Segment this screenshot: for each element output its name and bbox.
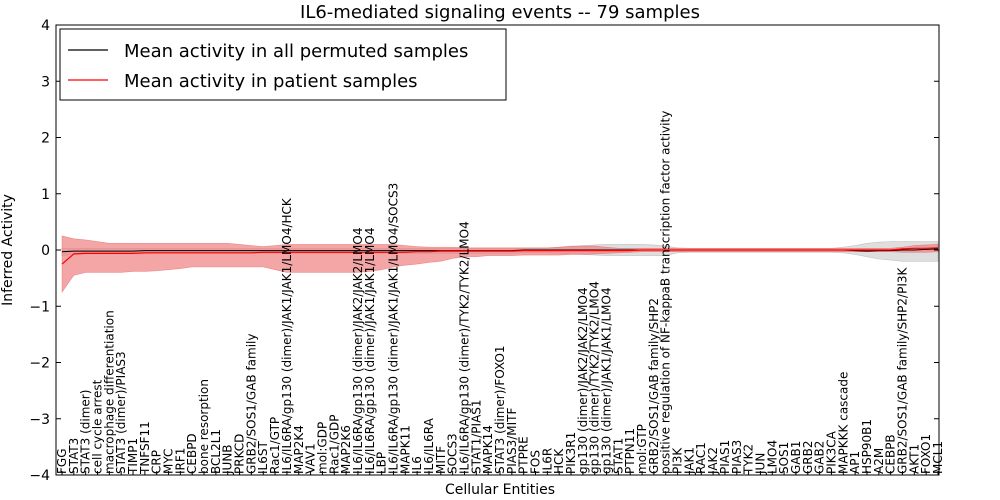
x-tick-label: gp130 (dimer)/JAK1/JAK1/LMO4 — [600, 287, 614, 474]
x-tick-label: TYK2 — [742, 444, 756, 475]
x-tick-label: HSP90B1 — [860, 419, 874, 474]
x-tick-label: GRB2 — [801, 440, 815, 474]
y-tick-label: 3 — [41, 74, 50, 90]
x-tick-label: MAP2K4 — [292, 425, 306, 474]
x-tick-label: FOXO1 — [919, 434, 933, 474]
x-tick-label: STAT3 (dimer)/FOXO1 — [493, 345, 507, 474]
x-tick-label: PIAS3 — [730, 440, 744, 474]
x-tick-label: GAB2 — [813, 441, 827, 474]
x-tick-label: JUNB — [221, 444, 235, 475]
x-tick-label: PTPRE — [517, 436, 531, 474]
x-tick-label: PTPN11 — [623, 428, 637, 474]
x-tick-label: JAK2 — [706, 447, 720, 475]
y-tick-label: −2 — [29, 356, 50, 372]
y-axis: −4 −3 −2 −1 0 1 2 3 4 — [29, 18, 939, 484]
x-tick-label: PIK3R1 — [564, 432, 578, 474]
x-tick-label: CEBPD — [185, 433, 199, 474]
x-tick-label: gp130 (dimer)/JAK2/JAK2/LMO4 — [576, 287, 590, 474]
x-tick-label: AKT1 — [907, 444, 921, 474]
x-tick-label: CEBPB — [884, 434, 898, 474]
x-tick-label: IL6 — [410, 456, 424, 474]
x-tick-label: GRB2/SOS1/GAB family/SHP2/PI3K — [896, 266, 910, 474]
x-tick-label: IL6/IL6RA/gp130 (dimer)/TYK2/TYK2/LMO4 — [458, 221, 472, 474]
x-tick-label: JUN — [753, 453, 767, 475]
y-tick-label: −1 — [29, 299, 50, 315]
series-lines — [61, 247, 939, 265]
x-tick-label: Rac1/GTP — [268, 417, 282, 474]
legend-label-permuted: Mean activity in all permuted samples — [124, 41, 468, 62]
y-tick-label: 2 — [41, 131, 50, 147]
x-tick-label: macrophage differentiation — [102, 310, 116, 474]
x-tick-label: PIAS1 — [718, 440, 732, 474]
x-tick-label: RAC1 — [694, 442, 708, 474]
legend: Mean activity in all permuted samples Me… — [59, 28, 507, 101]
x-tick-label: LMO4 — [765, 440, 779, 474]
x-tick-label: MAPK14 — [481, 425, 495, 474]
x-tick-label: BCL2L1 — [209, 429, 223, 474]
x-tick-label: PI3K — [671, 447, 685, 474]
x-tick-label: CRP — [150, 450, 164, 474]
x-tick-label: PRKCD — [233, 434, 247, 474]
x-tick-label: gp130 (dimer)/TYK2/TYK2/LMO4 — [588, 281, 602, 474]
y-tick-label: −4 — [29, 468, 50, 484]
x-tick-label: GRB2/SOS1/GAB family/SHP2 — [647, 298, 661, 474]
x-tick-label: STAT1/PIAS1 — [469, 399, 483, 474]
x-tick-label: IL6/IL6RA/gp130 (dimer)/JAK1/JAK1/LMO4/H… — [280, 197, 294, 474]
x-tick-label: AP1 — [848, 451, 862, 474]
x-tick-label: SOS1 — [777, 442, 791, 474]
x-tick-label: TIMP1 — [126, 438, 140, 475]
chart-title: IL6-mediated signaling events -- 79 samp… — [300, 2, 700, 23]
y-tick-label: −3 — [29, 412, 50, 428]
y-axis-label: Inferred Activity — [0, 194, 16, 306]
y-tick-label: 4 — [41, 18, 50, 34]
x-tick-label: LBP — [375, 452, 389, 474]
x-tick-label: FOS — [529, 450, 543, 474]
x-tick-label: STAT3 (dimer) — [79, 390, 93, 474]
x-tick-label: MAPK11 — [398, 425, 412, 474]
x-tick-label: IL6/IL6RA — [422, 417, 436, 474]
x-tick-label: IL6/IL6RA/gp130 (dimer)/JAK1/JAK1/LMO4 — [363, 228, 377, 474]
x-axis-label: Cellular Entities — [445, 482, 555, 498]
x-tick-label: TNFSF11 — [138, 421, 152, 475]
x-tick-label: FGG — [55, 449, 69, 475]
x-tick-label: positive regulation of NF-kappaB transcr… — [659, 111, 673, 474]
x-tick-label: mol:GTP — [635, 424, 649, 474]
x-tick-label: PIK3CA — [825, 430, 839, 474]
x-tick-label: MYC — [162, 449, 176, 474]
y-tick-label: 1 — [41, 187, 50, 203]
x-tick-label: GAB1 — [789, 441, 803, 474]
x-tick-label: STAT3 (dimer)/PIAS3 — [114, 351, 128, 474]
x-tick-label: IL6/IL6RA/gp130 (dimer)/JAK1/JAK1/LMO4/S… — [387, 183, 401, 474]
x-tick-label: IL6/IL6RA/gp130 (dimer)/JAK2/JAK2/LMO4 — [351, 228, 365, 474]
x-tick-label: IL6R — [540, 448, 554, 474]
x-tick-label: IL6ST — [256, 441, 270, 474]
x-tick-label: STAT1 — [611, 438, 625, 474]
x-tick-label: JAK1 — [682, 447, 696, 475]
x-tick-label: SOCS3 — [446, 433, 460, 474]
x-tick-label: A2M — [872, 448, 886, 474]
legend-box — [59, 28, 507, 101]
x-tick-label: bone resorption — [197, 379, 211, 474]
x-tick-label: PIAS3/MITF — [505, 407, 519, 474]
x-tick-label: MITF — [434, 446, 448, 474]
x-tick-label: HCK — [552, 448, 566, 474]
x-tick-label: cell cycle arrest — [91, 379, 105, 474]
x-tick-label: IRF1 — [173, 448, 187, 474]
x-tick-label: Rac1/GDP — [327, 415, 341, 474]
x-tick-label: MCL1 — [931, 441, 945, 474]
line-patient — [61, 247, 939, 265]
y-tick-label: 0 — [41, 243, 50, 259]
x-tick-label: MAP2K6 — [339, 425, 353, 474]
x-tick-label: MAPKKK cascade — [836, 372, 850, 474]
x-tick-label: VAV1 — [304, 443, 318, 474]
x-tick-label: STAT3 — [67, 438, 81, 474]
x-tick-label: mol:GDP — [315, 422, 329, 474]
x-tick-label: GRB2/SOS1/GAB family — [244, 334, 258, 475]
legend-label-patient: Mean activity in patient samples — [124, 71, 418, 92]
